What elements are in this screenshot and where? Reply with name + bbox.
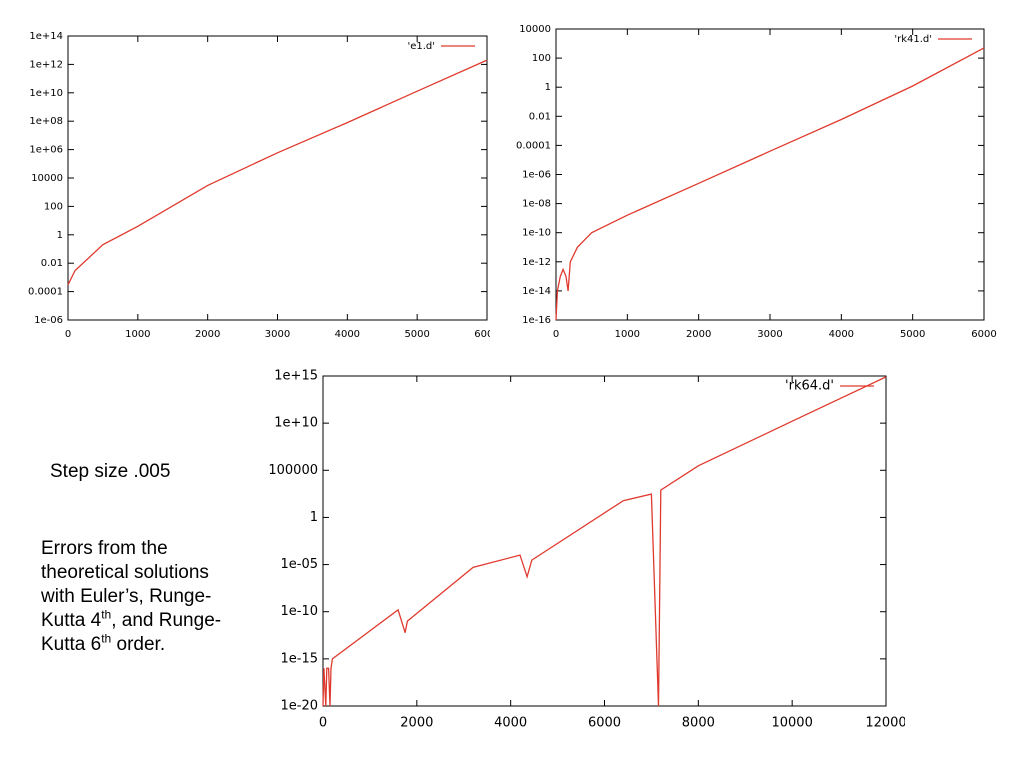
caption-text: theoretical solutions: [41, 562, 209, 583]
plot-frame: [322, 375, 887, 707]
x-tick-label: 12000: [865, 716, 905, 731]
y-tick-label: 0.01: [41, 258, 63, 269]
caption-text: with Euler’s, Runge-: [41, 586, 212, 607]
chart-rk4: 1e-16 1e-14 1e-12 1e-10 1e-08 1e-06 0.0001 0.01…: [516, 24, 997, 340]
y-tick-label: 1e+08: [29, 116, 63, 127]
x-tick-label: 0: [65, 329, 71, 340]
legend-label: 'e1.d': [407, 41, 435, 52]
y-tick-label: 1e-06: [34, 315, 63, 326]
y-tick-label: 1e-20: [280, 699, 318, 714]
y-tick-label: 0.0001: [516, 140, 551, 151]
y-tick-label: 1e+10: [274, 416, 318, 431]
y-tick-label: 1e+06: [29, 145, 63, 156]
caption-line: Kutta 4th, and Runge-: [41, 609, 221, 633]
superscript: th: [101, 607, 112, 622]
caption-text: Kutta 4: [41, 610, 102, 631]
y-tick-label: 1e-16: [522, 315, 551, 326]
legend-label: 'rk64.d': [785, 379, 834, 394]
y-tick-label: 10000: [31, 173, 63, 184]
x-tick-label: 1000: [125, 329, 150, 340]
x-tick-label: 2000: [195, 329, 220, 340]
caption-line: with Euler’s, Runge-: [41, 585, 221, 609]
y-tick-label: 1e-15: [280, 651, 318, 666]
series-line: [555, 47, 985, 321]
caption-text: Errors from the: [41, 538, 168, 559]
y-tick-label: 100: [532, 53, 551, 64]
x-tick-label: 1000: [615, 329, 640, 340]
plot-frame: [555, 28, 985, 321]
x-tick-label: 8000: [682, 716, 715, 731]
caption-text: Kutta 6: [41, 634, 102, 655]
x-tick-label: 6000: [474, 329, 490, 340]
chart-rk6: 1e-20 1e-15 1e-10 1e-05 1 100000 1e+10 1e+15 0 20…: [268, 369, 905, 731]
caption: Errors from the theoretical solutions with…: [41, 537, 221, 657]
y-tick-label: 1e+15: [274, 369, 318, 384]
x-tick-label: 5000: [404, 329, 429, 340]
y-tick-label: 1e-10: [522, 228, 551, 239]
x-tick-label: 2000: [400, 716, 433, 731]
x-tick-label: 4000: [829, 329, 854, 340]
caption-line: Kutta 6th order.: [41, 633, 221, 657]
x-tick-label: 0: [553, 329, 559, 340]
y-tick-label: 1e+14: [29, 31, 63, 42]
x-tick-label: 3000: [265, 329, 290, 340]
x-tick-label: 0: [319, 716, 327, 731]
y-tick-label: 1e-12: [522, 257, 551, 268]
y-tick-label: 1e-08: [522, 199, 551, 210]
x-tick-label: 5000: [900, 329, 925, 340]
y-tick-label: 100: [44, 201, 63, 212]
x-tick-label: 2000: [686, 329, 711, 340]
caption-text: order.: [111, 634, 166, 655]
plot-frame: [67, 35, 488, 321]
series-line: [322, 376, 887, 707]
y-tick-label: 1e+12: [29, 59, 63, 70]
superscript: th: [101, 631, 112, 646]
x-tick-label: 6000: [971, 329, 996, 340]
y-tick-label: 1e-14: [522, 286, 551, 297]
x-tick-label: 10000: [771, 716, 812, 731]
series-line: [67, 59, 488, 286]
caption-line: theoretical solutions: [41, 561, 221, 585]
y-tick-label: 100000: [268, 463, 318, 478]
y-tick-label: 1e-05: [280, 557, 318, 572]
chart-euler: 1e-060.00010.011100100001e+061e+081e+101…: [28, 31, 490, 340]
step-size: Step size .005: [50, 461, 171, 482]
caption-line: Errors from the: [41, 537, 221, 561]
y-tick-label: 0.0001: [28, 287, 63, 298]
x-tick-label: 4000: [335, 329, 360, 340]
y-tick-label: 1e-10: [280, 604, 318, 619]
x-tick-label: 4000: [494, 716, 527, 731]
y-tick-label: 1: [310, 510, 318, 525]
caption-text: , and Runge-: [111, 610, 222, 631]
x-tick-label: 6000: [588, 716, 621, 731]
y-tick-label: 1: [545, 82, 551, 93]
y-tick-label: 0.01: [529, 111, 551, 122]
y-tick-label: 1e+10: [29, 88, 63, 99]
y-tick-label: 1: [57, 230, 63, 241]
x-tick-label: 3000: [757, 329, 782, 340]
y-tick-label: 1e-06: [522, 170, 551, 181]
y-tick-label: 10000: [519, 24, 551, 35]
legend-label: 'rk41.d': [894, 34, 932, 45]
